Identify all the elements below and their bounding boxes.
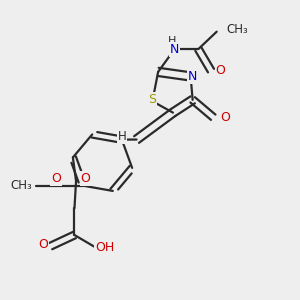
Text: O: O	[38, 238, 48, 251]
Text: O: O	[220, 111, 230, 124]
Text: O: O	[51, 172, 61, 185]
Text: H: H	[168, 37, 176, 46]
Text: H: H	[118, 130, 126, 143]
Text: CH₃: CH₃	[10, 179, 32, 192]
Text: N: N	[188, 70, 197, 83]
Text: O: O	[81, 172, 91, 184]
Text: N: N	[170, 43, 179, 56]
Text: S: S	[148, 93, 156, 106]
Text: O: O	[216, 64, 225, 77]
Text: CH₃: CH₃	[226, 22, 248, 36]
Text: OH: OH	[95, 241, 115, 254]
